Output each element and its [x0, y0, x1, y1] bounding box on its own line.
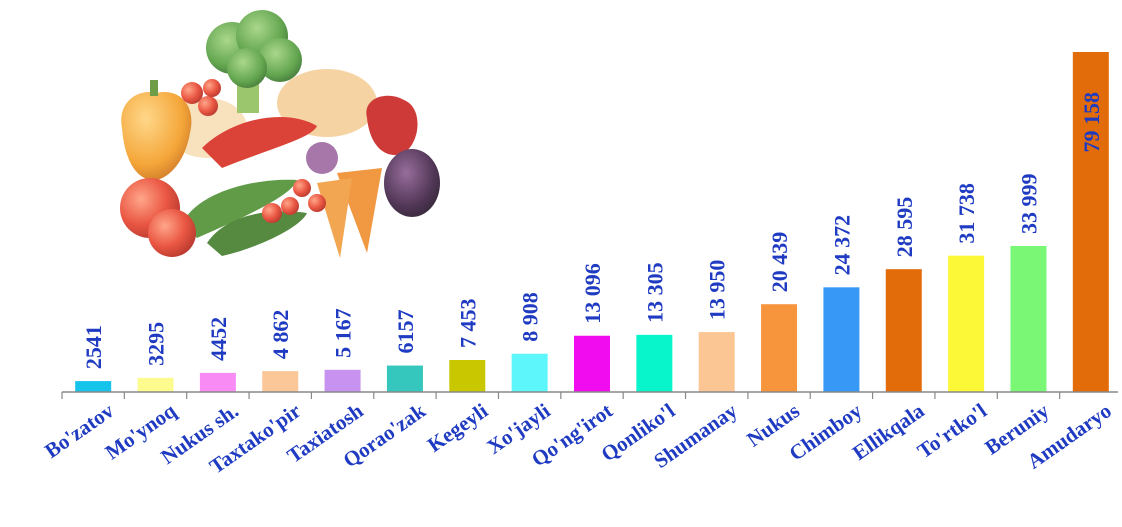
bar-1: [137, 377, 174, 392]
value-label-14: 31 738: [954, 183, 979, 244]
bar-10: [698, 332, 735, 392]
value-labels-group: 2541 3295 4452 4 862 5 167 6157 7 453 8 908 13 0…: [81, 92, 1104, 369]
vegetables-illustration: [112, 8, 442, 263]
bar-7: [511, 353, 548, 392]
category-label-14: To'rtko'l: [913, 398, 991, 463]
bar-8: [574, 335, 610, 392]
bar-9: [636, 334, 673, 392]
bar-16: [1072, 52, 1109, 392]
bar-5: [386, 365, 423, 392]
value-label-9: 13 305: [642, 262, 667, 323]
value-label-13: 28 595: [892, 197, 917, 258]
bars-group: [75, 52, 1109, 392]
bar-3: [262, 371, 299, 392]
bar-12: [823, 287, 860, 392]
bar-6: [449, 359, 486, 392]
bar-0: [75, 381, 112, 392]
value-label-1: 3295: [144, 322, 169, 366]
value-label-8: 13 096: [580, 263, 605, 324]
value-label-12: 24 372: [829, 215, 854, 276]
value-label-4: 5 167: [331, 308, 356, 358]
bar-13: [885, 269, 922, 392]
bar-11: [761, 304, 798, 392]
value-label-6: 7 453: [455, 298, 480, 348]
value-label-7: 8 908: [518, 292, 543, 342]
value-label-3: 4 862: [268, 310, 293, 360]
category-label-13: Ellikqala: [848, 398, 929, 465]
bar-15: [1010, 245, 1047, 392]
bar-2: [199, 372, 236, 392]
bar-4: [324, 369, 361, 392]
value-label-10: 13 950: [705, 260, 730, 321]
value-label-0: 2541: [81, 325, 106, 369]
value-label-16: 79 158: [1079, 92, 1104, 153]
category-label-6: Kegeyli: [423, 398, 492, 457]
value-label-15: 33 999: [1016, 173, 1041, 234]
value-label-11: 20 439: [767, 232, 792, 293]
bar-14: [948, 255, 985, 392]
x-axis-ticks: [61, 392, 1061, 399]
value-label-5: 6157: [393, 310, 418, 354]
value-label-2: 4452: [206, 317, 231, 361]
